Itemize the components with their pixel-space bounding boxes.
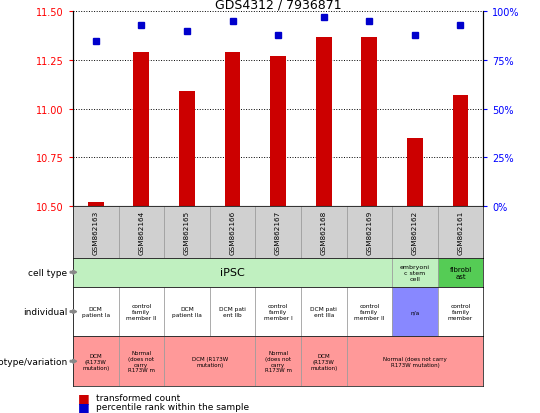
Bar [255, 337, 301, 386]
Bar [118, 206, 164, 258]
Bar [270, 57, 286, 206]
Bar [316, 38, 332, 206]
Bar [164, 206, 210, 258]
Bar [210, 206, 255, 258]
Text: control
family
member: control family member [448, 304, 473, 320]
Bar [301, 287, 347, 337]
Text: genotype/variation: genotype/variation [0, 357, 68, 366]
Text: GSM862163: GSM862163 [93, 210, 99, 254]
Text: control
family
member I: control family member I [264, 304, 293, 320]
Bar [73, 258, 392, 287]
Bar [164, 287, 210, 337]
Bar [301, 206, 347, 258]
Bar [179, 92, 195, 206]
Bar [133, 53, 149, 206]
Text: percentile rank within the sample: percentile rank within the sample [96, 402, 249, 411]
Bar [164, 337, 255, 386]
Bar [73, 337, 118, 386]
Text: DCM
(R173W
mutation): DCM (R173W mutation) [82, 353, 109, 370]
Bar [347, 337, 483, 386]
Text: GSM862165: GSM862165 [184, 210, 190, 254]
Text: GSM862168: GSM862168 [321, 210, 327, 254]
Bar [438, 258, 483, 287]
Text: DCM
(R173W
mutation): DCM (R173W mutation) [310, 353, 338, 370]
Bar [407, 139, 423, 206]
Text: Normal
(does not
carry
R173W m: Normal (does not carry R173W m [265, 350, 292, 373]
Text: GSM862161: GSM862161 [457, 210, 463, 254]
Text: GSM862162: GSM862162 [412, 210, 418, 254]
Bar [301, 337, 347, 386]
Bar [392, 287, 438, 337]
Bar [438, 206, 483, 258]
Text: GSM862164: GSM862164 [138, 210, 144, 254]
Bar [225, 53, 240, 206]
Bar [361, 38, 377, 206]
Title: GDS4312 / 7936871: GDS4312 / 7936871 [215, 0, 341, 11]
Text: fibrobl
ast: fibrobl ast [449, 266, 471, 279]
Bar [87, 203, 104, 206]
Bar [210, 287, 255, 337]
Text: DCM pati
ent IIIa: DCM pati ent IIIa [310, 306, 337, 317]
Text: GSM862167: GSM862167 [275, 210, 281, 254]
Bar [73, 287, 118, 337]
Text: ■: ■ [78, 391, 90, 404]
Bar [392, 258, 438, 287]
Bar [347, 206, 392, 258]
Bar [347, 287, 392, 337]
Bar [255, 287, 301, 337]
Text: embryoni
c stem
cell: embryoni c stem cell [400, 264, 430, 281]
Bar [118, 287, 164, 337]
Text: transformed count: transformed count [96, 393, 180, 402]
Bar [118, 337, 164, 386]
Text: Normal
(does not
carry
R173W m: Normal (does not carry R173W m [128, 350, 155, 373]
Text: GSM862166: GSM862166 [230, 210, 235, 254]
Text: DCM pati
ent IIb: DCM pati ent IIb [219, 306, 246, 317]
Bar [392, 206, 438, 258]
Bar [438, 287, 483, 337]
Text: control
family
member II: control family member II [126, 304, 157, 320]
Text: GSM862169: GSM862169 [366, 210, 372, 254]
Bar [255, 206, 301, 258]
Text: individual: individual [23, 307, 68, 316]
Text: DCM
patient Ia: DCM patient Ia [82, 306, 110, 317]
Bar [73, 206, 118, 258]
Text: Normal (does not carry
R173W mutation): Normal (does not carry R173W mutation) [383, 356, 447, 367]
Text: cell type: cell type [29, 268, 68, 277]
Text: control
family
member II: control family member II [354, 304, 384, 320]
Text: ■: ■ [78, 400, 90, 413]
Bar [453, 96, 469, 206]
Text: DCM
patient IIa: DCM patient IIa [172, 306, 202, 317]
Text: iPSC: iPSC [220, 268, 245, 278]
Text: n/a: n/a [410, 309, 420, 314]
Text: DCM (R173W
mutation): DCM (R173W mutation) [192, 356, 228, 367]
